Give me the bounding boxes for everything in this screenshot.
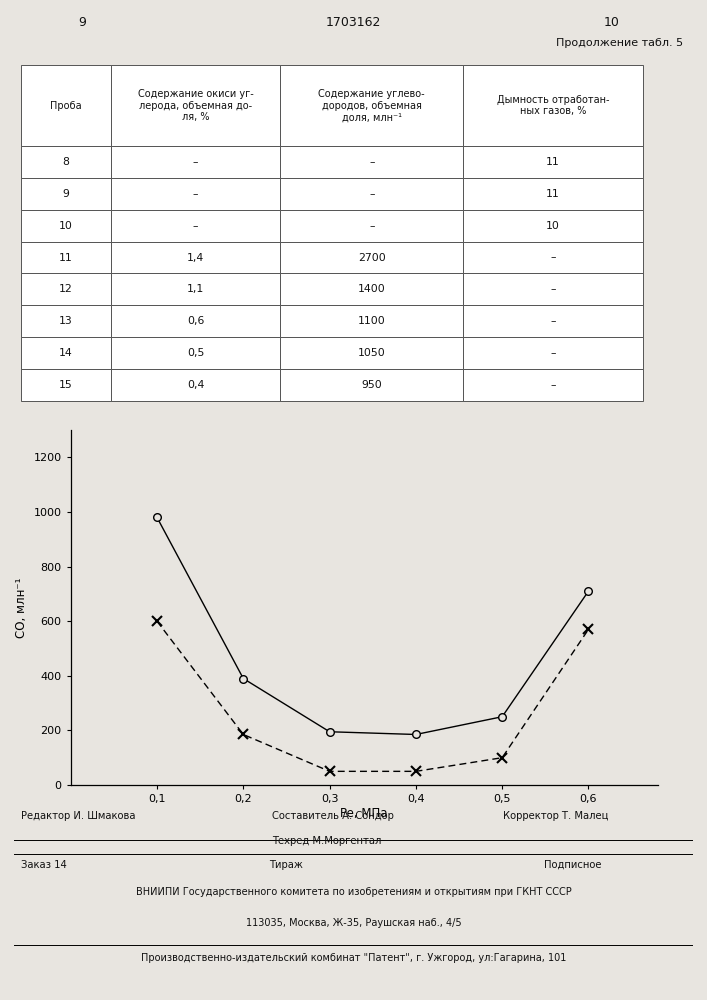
Text: 2700: 2700 bbox=[358, 253, 385, 263]
Text: 11: 11 bbox=[59, 253, 73, 263]
Text: –: – bbox=[550, 316, 556, 326]
Text: Производственно-издательский комбинат "Патент", г. Ужгород, ул:Гагарина, 101: Производственно-издательский комбинат "П… bbox=[141, 953, 566, 963]
Text: Дымность отработан-
ных газов, %: Дымность отработан- ных газов, % bbox=[497, 95, 609, 116]
Bar bbox=[111, 178, 281, 210]
Bar bbox=[463, 305, 643, 337]
Text: 9: 9 bbox=[62, 189, 69, 199]
Text: 1100: 1100 bbox=[358, 316, 385, 326]
Text: Редактор И. Шмакова: Редактор И. Шмакова bbox=[21, 811, 136, 821]
Bar bbox=[463, 65, 643, 146]
Text: Проба: Проба bbox=[50, 101, 81, 111]
Bar bbox=[111, 305, 281, 337]
Text: 9: 9 bbox=[78, 16, 86, 29]
Text: –: – bbox=[369, 189, 375, 199]
Text: 10: 10 bbox=[59, 221, 73, 231]
Text: –: – bbox=[550, 348, 556, 358]
Bar bbox=[21, 210, 111, 242]
Text: 11: 11 bbox=[547, 189, 560, 199]
Bar bbox=[111, 210, 281, 242]
Text: 8: 8 bbox=[62, 157, 69, 167]
Text: –: – bbox=[550, 380, 556, 390]
Text: Тираж: Тираж bbox=[269, 860, 303, 870]
Bar bbox=[21, 369, 111, 401]
Bar bbox=[463, 273, 643, 305]
Text: 0,4: 0,4 bbox=[187, 380, 204, 390]
Text: –: – bbox=[369, 157, 375, 167]
Text: 0,6: 0,6 bbox=[187, 316, 204, 326]
Bar bbox=[111, 146, 281, 178]
Bar bbox=[463, 178, 643, 210]
Bar bbox=[21, 337, 111, 369]
Text: 15: 15 bbox=[59, 380, 73, 390]
Text: Корректор Т. Малец: Корректор Т. Малец bbox=[503, 811, 608, 821]
Text: Продолжение табл. 5: Продолжение табл. 5 bbox=[556, 38, 683, 48]
Bar bbox=[281, 273, 463, 305]
Text: 10: 10 bbox=[604, 16, 619, 29]
Bar bbox=[281, 242, 463, 273]
Text: 11: 11 bbox=[547, 157, 560, 167]
Bar bbox=[281, 146, 463, 178]
Bar bbox=[111, 273, 281, 305]
Bar bbox=[281, 65, 463, 146]
Bar bbox=[21, 273, 111, 305]
Bar bbox=[21, 242, 111, 273]
Text: 1703162: 1703162 bbox=[326, 16, 381, 29]
X-axis label: Pe, МПа: Pe, МПа bbox=[340, 807, 388, 820]
Bar bbox=[281, 178, 463, 210]
Text: 113035, Москва, Ж-35, Раушская наб., 4/5: 113035, Москва, Ж-35, Раушская наб., 4/5 bbox=[246, 918, 461, 928]
Text: –: – bbox=[550, 284, 556, 294]
Text: 13: 13 bbox=[59, 316, 73, 326]
Bar bbox=[21, 305, 111, 337]
Text: 1400: 1400 bbox=[358, 284, 385, 294]
Text: 10: 10 bbox=[546, 221, 560, 231]
Bar bbox=[21, 178, 111, 210]
Text: –: – bbox=[193, 189, 198, 199]
Text: ВНИИПИ Государственного комитета по изобретениям и открытиям при ГКНТ СССР: ВНИИПИ Государственного комитета по изоб… bbox=[136, 887, 571, 897]
Text: 1050: 1050 bbox=[358, 348, 385, 358]
Bar bbox=[281, 305, 463, 337]
Text: 0,5: 0,5 bbox=[187, 348, 204, 358]
Bar bbox=[463, 146, 643, 178]
Bar bbox=[463, 242, 643, 273]
Text: –: – bbox=[369, 221, 375, 231]
Bar bbox=[111, 369, 281, 401]
Bar bbox=[21, 146, 111, 178]
Text: –: – bbox=[193, 221, 198, 231]
Text: Содержание окиси уг-
лерода, объемная до-
ля, %: Содержание окиси уг- лерода, объемная до… bbox=[138, 89, 253, 122]
Bar bbox=[463, 210, 643, 242]
Bar bbox=[111, 242, 281, 273]
Bar bbox=[111, 65, 281, 146]
Text: 1,1: 1,1 bbox=[187, 284, 204, 294]
Text: Составитель А. Сондор: Составитель А. Сондор bbox=[272, 811, 394, 821]
Text: Заказ 14: Заказ 14 bbox=[21, 860, 66, 870]
Text: –: – bbox=[550, 253, 556, 263]
Bar bbox=[281, 337, 463, 369]
Y-axis label: CO, млн⁻¹: CO, млн⁻¹ bbox=[15, 577, 28, 638]
Bar bbox=[281, 369, 463, 401]
Text: 12: 12 bbox=[59, 284, 73, 294]
Bar bbox=[463, 369, 643, 401]
Text: 14: 14 bbox=[59, 348, 73, 358]
Bar bbox=[21, 65, 111, 146]
Bar bbox=[281, 210, 463, 242]
Text: 1,4: 1,4 bbox=[187, 253, 204, 263]
Text: –: – bbox=[193, 157, 198, 167]
Text: Техред М.Моргентал: Техред М.Моргентал bbox=[272, 836, 382, 846]
Text: Подписное: Подписное bbox=[544, 860, 601, 870]
Text: 950: 950 bbox=[361, 380, 382, 390]
Text: Содержание углево-
дородов, объемная
доля, млн⁻¹: Содержание углево- дородов, объемная дол… bbox=[318, 89, 425, 122]
Bar bbox=[111, 337, 281, 369]
Bar bbox=[463, 337, 643, 369]
